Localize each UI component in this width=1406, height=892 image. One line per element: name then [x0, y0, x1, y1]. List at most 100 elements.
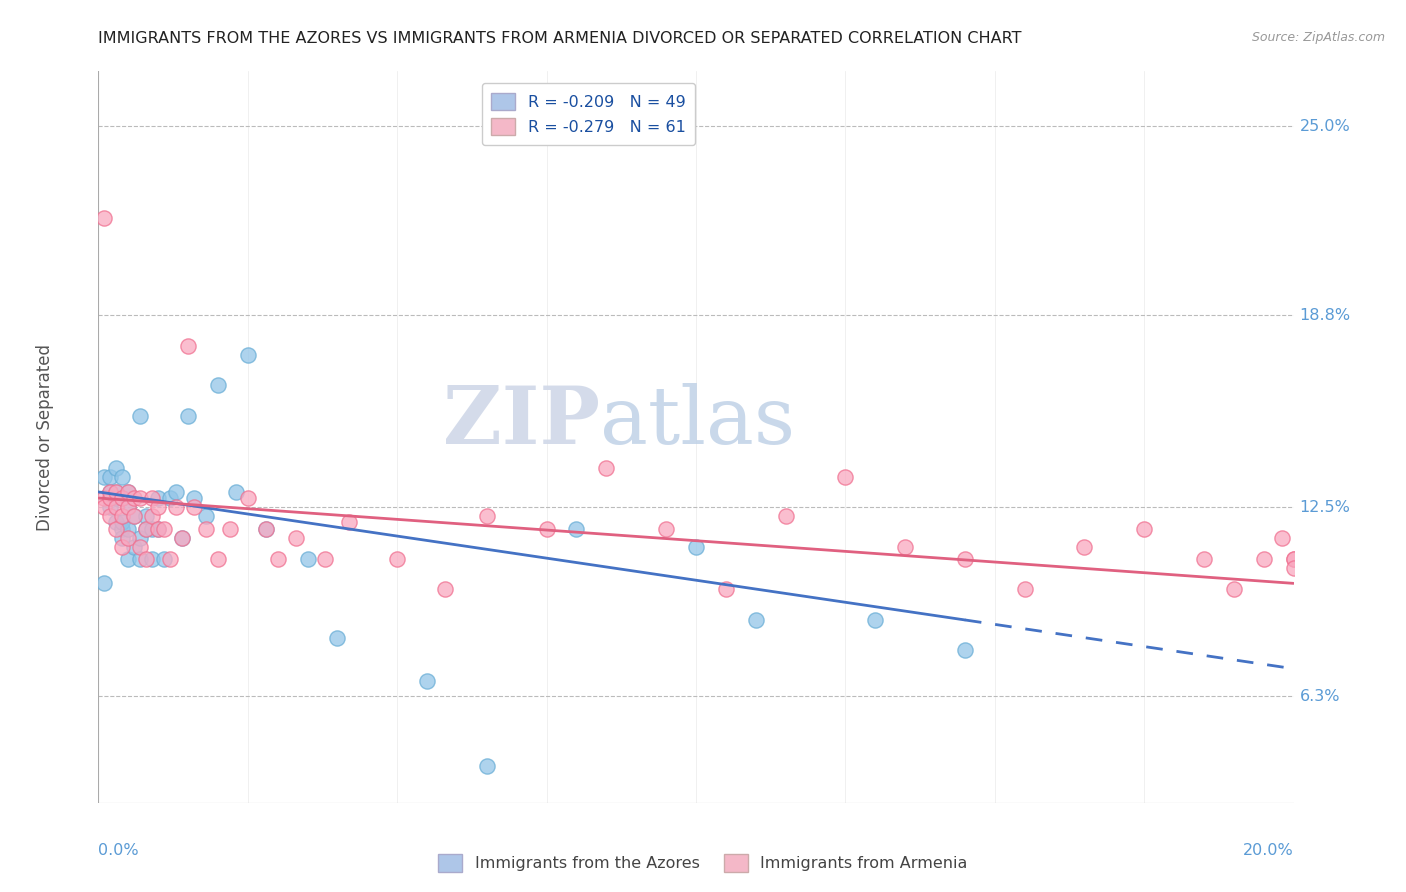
Point	[297, 552, 319, 566]
Point	[326, 632, 349, 646]
Point	[129, 491, 152, 505]
Point	[315, 552, 337, 566]
Point	[105, 516, 128, 530]
Point	[865, 613, 887, 627]
Point	[105, 485, 128, 500]
Point	[236, 491, 259, 505]
Point	[111, 491, 134, 505]
Point	[129, 409, 152, 423]
Text: 6.3%: 6.3%	[1299, 689, 1340, 704]
Point	[124, 491, 146, 505]
Point	[117, 552, 139, 566]
Point	[111, 509, 134, 524]
Point	[111, 540, 134, 554]
Point	[434, 582, 457, 597]
Point	[1271, 531, 1294, 545]
Point	[117, 485, 139, 500]
Point	[111, 531, 134, 545]
Legend: R = -0.209   N = 49, R = -0.279   N = 61: R = -0.209 N = 49, R = -0.279 N = 61	[481, 83, 696, 145]
Point	[159, 552, 181, 566]
Text: ZIP: ZIP	[443, 384, 600, 461]
Point	[775, 509, 797, 524]
Point	[165, 485, 187, 500]
Point	[284, 531, 307, 545]
Point	[267, 552, 290, 566]
Point	[1073, 540, 1095, 554]
Point	[117, 500, 139, 515]
Point	[195, 521, 218, 535]
Point	[111, 516, 134, 530]
Point	[148, 521, 170, 535]
Point	[685, 540, 707, 554]
Point	[1282, 552, 1305, 566]
Point	[111, 491, 134, 505]
Point	[953, 643, 976, 657]
Point	[745, 613, 768, 627]
Point	[135, 521, 157, 535]
Point	[894, 540, 917, 554]
Point	[172, 531, 194, 545]
Point	[207, 552, 229, 566]
Point	[475, 509, 498, 524]
Point	[129, 531, 152, 545]
Point	[93, 576, 115, 591]
Text: 25.0%: 25.0%	[1299, 119, 1350, 134]
Point	[236, 348, 259, 362]
Point	[141, 552, 163, 566]
Text: 0.0%: 0.0%	[98, 843, 139, 858]
Text: 12.5%: 12.5%	[1299, 500, 1350, 515]
Legend: Immigrants from the Azores, Immigrants from Armenia: Immigrants from the Azores, Immigrants f…	[430, 847, 976, 880]
Point	[834, 469, 856, 483]
Point	[98, 500, 122, 515]
Point	[141, 491, 163, 505]
Point	[98, 485, 122, 500]
Point	[219, 521, 242, 535]
Point	[153, 552, 176, 566]
Text: atlas: atlas	[600, 384, 796, 461]
Text: Divorced or Separated: Divorced or Separated	[35, 343, 53, 531]
Point	[93, 469, 115, 483]
Point	[565, 521, 588, 535]
Text: 18.8%: 18.8%	[1299, 308, 1351, 323]
Point	[177, 339, 200, 353]
Text: Source: ZipAtlas.com: Source: ZipAtlas.com	[1251, 31, 1385, 45]
Point	[148, 521, 170, 535]
Text: 20.0%: 20.0%	[1243, 843, 1294, 858]
Point	[953, 552, 976, 566]
Point	[595, 460, 617, 475]
Point	[207, 378, 229, 392]
Point	[98, 469, 122, 483]
Point	[135, 509, 157, 524]
Point	[1282, 552, 1305, 566]
Point	[1192, 552, 1215, 566]
Point	[98, 509, 122, 524]
Point	[1014, 582, 1036, 597]
Point	[93, 211, 115, 225]
Point	[111, 469, 134, 483]
Point	[124, 540, 146, 554]
Point	[254, 521, 277, 535]
Point	[254, 521, 277, 535]
Text: IMMIGRANTS FROM THE AZORES VS IMMIGRANTS FROM ARMENIA DIVORCED OR SEPARATED CORR: IMMIGRANTS FROM THE AZORES VS IMMIGRANTS…	[98, 31, 1022, 46]
Point	[385, 552, 409, 566]
Point	[135, 552, 157, 566]
Point	[655, 521, 678, 535]
Point	[98, 485, 122, 500]
Point	[105, 485, 128, 500]
Point	[129, 552, 152, 566]
Point	[111, 521, 134, 535]
Point	[105, 460, 128, 475]
Point	[117, 485, 139, 500]
Point	[148, 500, 170, 515]
Point	[117, 531, 139, 545]
Point	[124, 509, 146, 524]
Point	[129, 540, 152, 554]
Point	[165, 500, 187, 515]
Point	[105, 500, 128, 515]
Point	[177, 409, 200, 423]
Point	[1133, 521, 1156, 535]
Point	[141, 521, 163, 535]
Point	[98, 491, 122, 505]
Point	[117, 521, 139, 535]
Point	[105, 521, 128, 535]
